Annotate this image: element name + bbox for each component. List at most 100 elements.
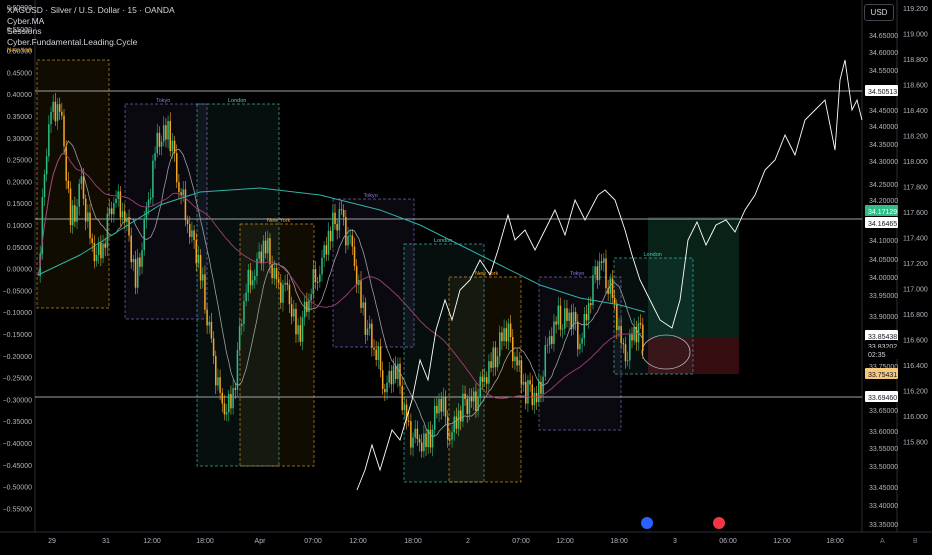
left-axis-tick-label: −0.40000: [3, 441, 32, 448]
price-label-text: 33.75431: [868, 372, 897, 379]
candle-body: [106, 213, 109, 248]
candle-body: [410, 421, 412, 448]
price-label-text: 33.69460: [868, 395, 897, 402]
symbol-title[interactable]: XAGUSD · Silver / U.S. Dollar · 15 · OAN…: [7, 5, 175, 15]
candle-body: [624, 344, 627, 362]
candle-body: [334, 212, 336, 224]
candle-body: [609, 278, 612, 294]
candle-body: [290, 304, 293, 317]
candle-body: [540, 381, 542, 394]
candle-body: [321, 257, 323, 275]
price-axis-tick-label: 33.35000: [869, 522, 898, 529]
emoji-event-icon[interactable]: [713, 517, 725, 529]
candle-body: [538, 381, 540, 403]
candle-body: [78, 183, 80, 207]
candle-body: [518, 360, 521, 366]
indicator-cyber-ma[interactable]: Cyber.MA: [7, 15, 45, 26]
candle-body: [84, 198, 87, 222]
candle-body: [63, 115, 65, 147]
right-axis-tick-label: 117.600: [903, 210, 928, 217]
candle-body: [611, 278, 614, 298]
time-axis-label: 29: [48, 538, 56, 545]
indicator-sessions[interactable]: Sessions: [7, 26, 42, 36]
right-axis-tick-label: 118.600: [903, 83, 928, 90]
candle-body: [345, 216, 347, 246]
candle-body: [123, 211, 126, 223]
candle-body: [455, 416, 458, 429]
candle-body: [446, 416, 449, 440]
cycle-indicator-line: [356, 59, 863, 491]
candle-body: [507, 323, 510, 342]
candle-body: [108, 208, 111, 214]
candle-body: [433, 405, 436, 430]
left-axis-tick-label: −0.25000: [3, 376, 32, 383]
candle-body: [115, 198, 117, 204]
candle-body: [147, 199, 150, 208]
candle-body: [225, 412, 228, 415]
candle-body: [71, 205, 74, 226]
candle-body: [498, 332, 501, 357]
candle-body: [236, 350, 239, 390]
candle-body: [548, 336, 551, 345]
candle-body: [470, 396, 473, 402]
candle-body: [204, 274, 206, 310]
candle-body: [355, 266, 358, 285]
candle-body: [618, 326, 620, 331]
candle-body: [284, 282, 286, 285]
position-profit-zone: [648, 217, 739, 337]
price-label-text: 33.85438: [868, 334, 897, 341]
ma-gray-line: [37, 140, 644, 438]
right-axis-corner-button[interactable]: B: [913, 538, 918, 545]
candle-body: [121, 211, 124, 218]
price-axis-tick-label: 33.40000: [869, 503, 898, 510]
candle-body: [561, 328, 564, 330]
candle-body: [475, 391, 477, 411]
candle-body: [104, 243, 106, 248]
lightning-event-icon[interactable]: [641, 517, 653, 529]
session-label: London: [434, 238, 452, 244]
price-axis-tick-label: 33.65000: [869, 408, 898, 415]
candle-body: [362, 302, 364, 308]
time-axis-label: 06:00: [719, 538, 737, 545]
candle-body: [110, 208, 113, 215]
session-box: [613, 257, 694, 375]
candle-body: [598, 261, 601, 281]
right-axis-tick-label: 119.000: [903, 32, 928, 39]
candle-body: [546, 344, 549, 346]
candle-body: [509, 323, 512, 338]
candle-body: [342, 210, 345, 217]
candle-body: [431, 429, 434, 448]
candle-body: [397, 363, 399, 379]
left-axis-tick-label: 0.55000: [7, 27, 32, 34]
time-axis-label: 12:00: [349, 538, 367, 545]
time-axis-label: 18:00: [826, 538, 844, 545]
candle-body: [91, 238, 93, 243]
candle-body: [267, 238, 269, 254]
candle-body: [260, 251, 263, 263]
left-axis-corner-button[interactable]: A: [880, 538, 885, 545]
candle-body: [256, 258, 258, 276]
price-axis-tick-label: 34.00000: [869, 275, 898, 282]
indicator-cycle[interactable]: Cyber.Fundamental.Leading.Cycle: [7, 36, 138, 47]
candle-body: [525, 381, 527, 404]
candle-body: [462, 393, 464, 422]
right-axis-tick-label: 116.000: [903, 414, 928, 421]
candle-body: [429, 429, 432, 448]
left-axis-tick-label: 0.15000: [7, 201, 32, 208]
candle-body: [501, 332, 503, 342]
candle-body: [323, 245, 325, 258]
candle-body: [420, 442, 423, 452]
candle-body: [173, 140, 176, 154]
candle-body: [394, 365, 397, 379]
candle-body: [54, 101, 57, 122]
candle-body: [306, 301, 308, 312]
candle-body: [193, 230, 195, 241]
currency-button[interactable]: USD: [864, 4, 894, 21]
session-label: New York: [475, 271, 498, 277]
candle-body: [551, 336, 553, 344]
candle-body: [405, 404, 408, 421]
candle-body: [273, 268, 276, 279]
